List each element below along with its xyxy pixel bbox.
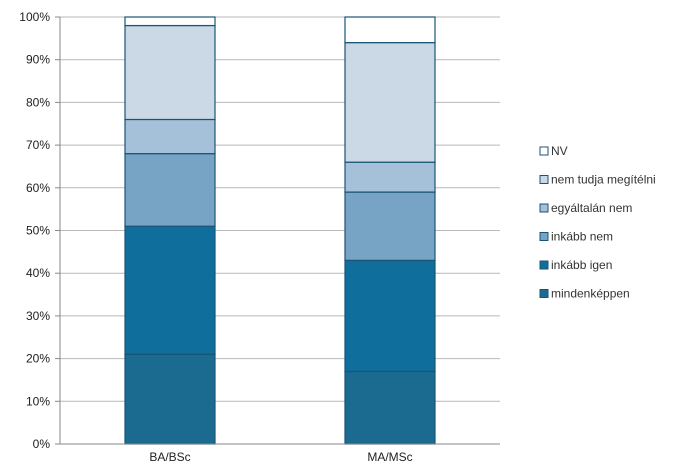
legend-label: NV xyxy=(551,144,568,158)
legend-label: inkább igen xyxy=(551,258,612,272)
bar-segment xyxy=(124,353,216,445)
legend: NV nem tudja megítélni egyáltalán nem inkáb… xyxy=(539,144,656,301)
bar-segment xyxy=(124,16,216,27)
y-tick-label: 50% xyxy=(26,224,50,238)
y-axis-tick-labels: 0% 10% 20% 30% 40% 50% 60% 70% 80% 90% 100% xyxy=(19,10,50,451)
legend-label: mindenképpen xyxy=(551,287,630,301)
y-tick-label: 70% xyxy=(26,138,50,152)
legend-label: nem tudja megítélni xyxy=(551,173,656,187)
y-tick-label: 40% xyxy=(26,266,50,280)
y-tick-label: 30% xyxy=(26,309,50,323)
legend-swatch xyxy=(539,260,549,270)
legend-label: egyáltalán nem xyxy=(551,201,632,215)
y-tick-label: 80% xyxy=(26,95,50,109)
legend-swatch xyxy=(539,146,549,156)
legend-swatch xyxy=(539,175,549,184)
bar-segment xyxy=(124,118,216,155)
x-axis-category-labels: BA/BSc MA/MSc xyxy=(149,450,412,464)
x-category-label: BA/BSc xyxy=(149,450,190,464)
bar-segment xyxy=(344,161,436,193)
axes xyxy=(55,16,500,445)
bar-segment xyxy=(344,16,436,44)
y-tick-label: 20% xyxy=(26,352,50,366)
legend-swatch xyxy=(539,232,549,241)
y-tick-label: 100% xyxy=(19,10,50,24)
legend-swatch xyxy=(539,289,549,298)
bar-segment xyxy=(124,225,216,355)
bar-segment xyxy=(344,370,436,445)
legend-label: inkább nem xyxy=(551,230,613,244)
bar-segment xyxy=(344,259,436,373)
bar-segment xyxy=(344,191,436,261)
bar-segment xyxy=(344,42,436,163)
y-tick-label: 90% xyxy=(26,53,50,67)
bar-segment xyxy=(124,153,216,227)
y-tick-label: 60% xyxy=(26,181,50,195)
bar-segment xyxy=(124,24,216,121)
x-category-label: MA/MSc xyxy=(367,450,412,464)
y-tick-label: 0% xyxy=(33,437,51,451)
legend-swatch xyxy=(539,203,549,213)
bars xyxy=(124,16,436,445)
y-tick-label: 10% xyxy=(26,394,50,408)
